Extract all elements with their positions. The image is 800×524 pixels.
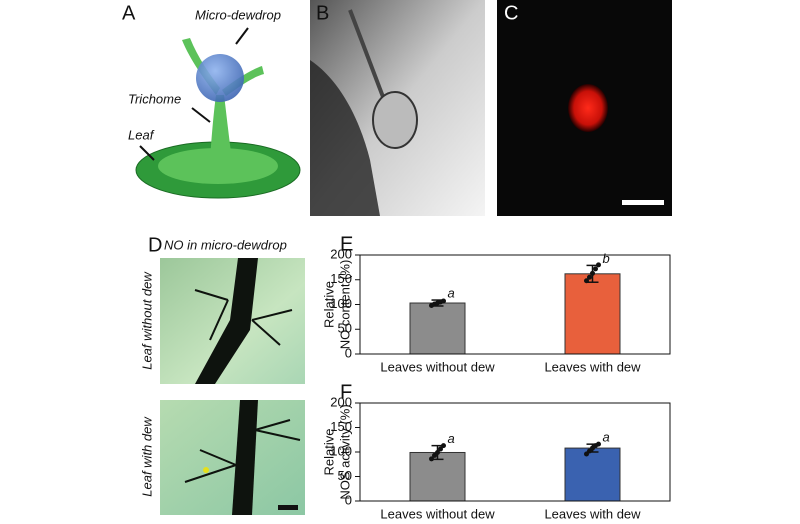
data-point — [584, 278, 589, 284]
data-point — [596, 441, 601, 447]
panel-label: C — [504, 2, 518, 24]
plot-frame — [359, 254, 671, 355]
y-tick-label: 150 — [330, 419, 352, 434]
y-tick-label: 0 — [345, 492, 352, 507]
panel-label: B — [316, 2, 329, 24]
panel-label: A — [122, 2, 136, 24]
row-label: Leaf without dew — [139, 271, 154, 370]
annotation: b — [603, 251, 610, 266]
data-point — [429, 456, 434, 462]
panel-c: C — [497, 0, 672, 216]
bar — [564, 273, 621, 355]
data-point — [587, 274, 592, 280]
y-tick-label: 200 — [330, 246, 352, 261]
bar — [564, 447, 621, 502]
y-tick-label: 200 — [330, 394, 352, 409]
annotation: Leaf — [128, 127, 155, 142]
panel-b: B — [310, 0, 485, 216]
annotation: a — [448, 285, 455, 300]
y-axis-label: Relative — [321, 281, 336, 328]
panel-d: D NO in micro-dewdrop Leaf without dew L… — [139, 234, 305, 515]
plot-frame — [359, 402, 671, 502]
data-point — [590, 270, 595, 276]
y-tick-label: 50 — [338, 321, 352, 336]
panel-label: F — [340, 381, 352, 403]
data-point — [441, 298, 446, 304]
annotation: Micro-dewdrop — [195, 7, 281, 22]
x-tick-label: Leaves without dew — [380, 359, 495, 374]
panel-label: D — [148, 234, 162, 256]
panel-a: A Micro-dewdrop Trichome Leaf — [122, 2, 301, 199]
data-point — [441, 443, 446, 449]
y-tick-label: 50 — [338, 468, 352, 483]
x-tick-label: Leaves with dew — [544, 506, 641, 521]
data-point — [596, 262, 601, 268]
annotation: a — [448, 431, 455, 446]
panel-title: NO in micro-dewdrop — [164, 237, 287, 252]
annotation: a — [603, 430, 610, 445]
annotation: Trichome — [128, 91, 181, 106]
y-tick-label: 150 — [330, 271, 352, 286]
panel-label: E — [340, 233, 353, 255]
row-label: Leaf with dew — [139, 416, 154, 497]
y-tick-label: 100 — [330, 443, 352, 458]
y-axis-label: NO content (%) — [337, 260, 352, 350]
data-point — [435, 449, 440, 455]
x-tick-label: Leaves without dew — [380, 506, 495, 521]
y-axis-label: Relative — [321, 429, 336, 476]
data-point — [593, 266, 598, 272]
x-tick-label: Leaves with dew — [544, 359, 641, 374]
bar — [409, 302, 466, 355]
y-tick-label: 0 — [345, 345, 352, 360]
y-axis-label: NOS activity (%) — [337, 404, 352, 499]
bar — [409, 451, 466, 502]
y-tick-label: 100 — [330, 296, 352, 311]
data-point — [438, 446, 443, 452]
